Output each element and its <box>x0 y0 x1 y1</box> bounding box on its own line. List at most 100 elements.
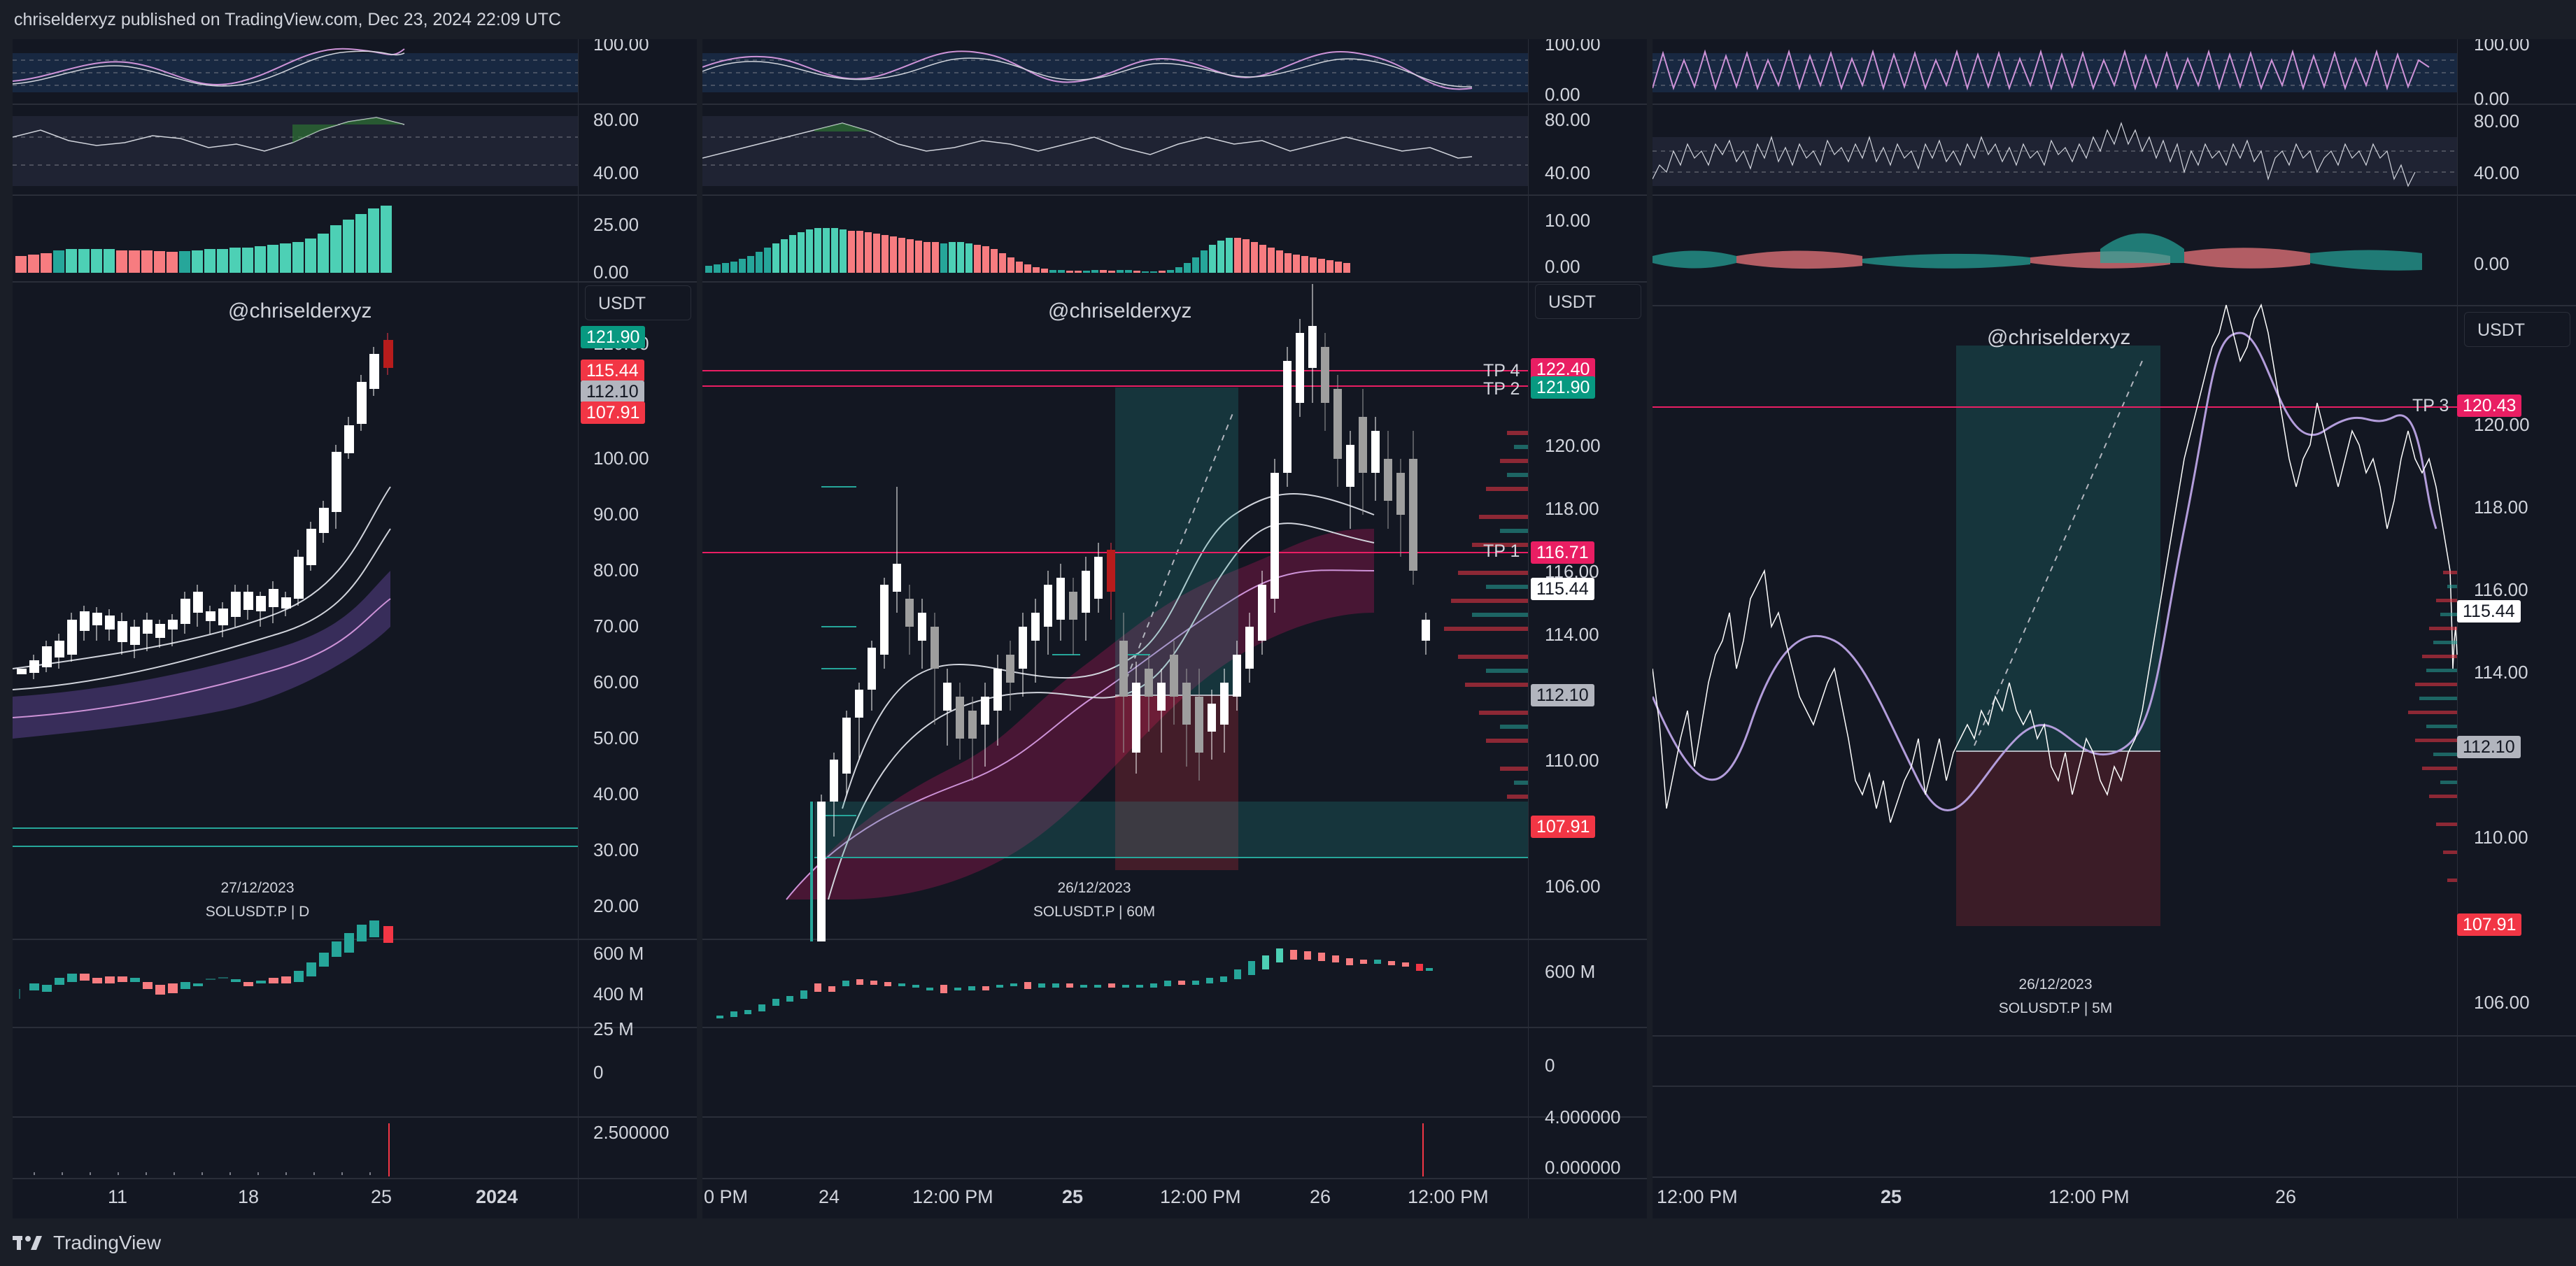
take-profit-label-tp3: TP 3 <box>2412 396 2449 415</box>
currency-selector[interactable]: USDT <box>2464 312 2570 347</box>
macd-axis-label: 0.00 <box>1545 256 1580 277</box>
chart-date: 26/12/2023 <box>1057 880 1131 896</box>
extra-axis-label: 0.000000 <box>1545 1157 1621 1178</box>
time-axis-label: 0 PM <box>704 1186 749 1207</box>
hourly-macd-histogram <box>705 228 1350 273</box>
extra-axis-label: 2.500000 <box>593 1122 670 1143</box>
price-axis-label: 90.00 <box>593 504 639 525</box>
time-axis-label: 24 <box>819 1186 840 1207</box>
hourly-volume <box>716 948 1433 1018</box>
osc1-axis-label: 100.00 <box>2474 39 2530 55</box>
osc1-axis-label: 0.00 <box>2474 88 2510 109</box>
time-axis-label: 2024 <box>476 1186 518 1207</box>
daily-chart-canvas[interactable] <box>13 39 697 1218</box>
author-watermark: @chriselderxyz <box>1987 326 2131 349</box>
extra-axis-label: 4.000000 <box>1545 1107 1621 1128</box>
price-badge: 115.44 <box>2457 600 2521 623</box>
price-badge: 107.91 <box>1531 816 1596 838</box>
daily-volume <box>19 920 393 999</box>
daily-macd-histogram <box>15 206 392 273</box>
price-axis-label: 118.00 <box>2474 497 2528 518</box>
hourly-chart-canvas[interactable] <box>702 39 1647 1218</box>
price-badge: 115.44 <box>1531 578 1594 600</box>
osc1-axis-label: 0.00 <box>1545 84 1580 105</box>
price-axis-label: 106.00 <box>1545 876 1601 897</box>
price-axis-label: 60.00 <box>593 671 639 692</box>
macd-axis-label: 0.00 <box>593 262 629 283</box>
time-axis-label: 11 <box>108 1186 128 1207</box>
price-badge: 121.90 <box>581 326 646 348</box>
five-min-chart-canvas[interactable] <box>1653 39 2576 1218</box>
chart-date: 26/12/2023 <box>2018 976 2093 993</box>
osc2-axis-label: 40.00 <box>1545 162 1591 183</box>
volume-axis-label: 400 M <box>593 983 644 1004</box>
price-axis-label: 106.00 <box>2474 992 2530 1013</box>
price-badge: 112.10 <box>2457 736 2521 758</box>
price-axis-label: 20.00 <box>593 895 639 916</box>
author-watermark: @chriselderxyz <box>228 299 372 322</box>
volume-axis-label: 600 M <box>1545 961 1596 982</box>
osc1-axis-label: 100.00 <box>593 39 649 55</box>
tradingview-logo-icon <box>13 1236 42 1250</box>
take-profit-label-tp4: TP 4 <box>1483 361 1520 380</box>
oi-axis-label: 0 <box>1545 1055 1555 1076</box>
macd-axis-label: 10.00 <box>1545 210 1591 231</box>
price-axis-label: 114.00 <box>2474 662 2528 683</box>
take-profit-label-tp2: TP 2 <box>1483 379 1520 399</box>
hourly-candles <box>817 284 1430 941</box>
footer-bar: TradingView <box>0 1220 2576 1266</box>
time-axis-label: 26 <box>1310 1186 1331 1207</box>
chart-symbol: SOLUSDT.P | 5M <box>1998 1000 2113 1016</box>
five-min-volume-profile <box>2408 571 2457 882</box>
oi-axis-label: 0 <box>593 1062 604 1083</box>
chart-date: 27/12/2023 <box>220 880 295 896</box>
take-profit-label-tp1: TP 1 <box>1483 541 1520 561</box>
chart-symbol: SOLUSDT.P | 60M <box>1033 904 1156 920</box>
osc2-axis-label: 80.00 <box>593 109 639 130</box>
price-axis-label: 50.00 <box>593 727 639 748</box>
price-axis-label: 30.00 <box>593 839 639 860</box>
time-axis-label: 25 <box>371 1186 392 1207</box>
price-axis-label: 70.00 <box>593 616 639 636</box>
price-axis-label: 120.00 <box>1545 435 1601 456</box>
osc1-axis-label: 100.00 <box>1545 39 1601 55</box>
price-badge: 120.43 <box>2457 394 2522 417</box>
time-axis-label: 25 <box>1881 1186 1902 1207</box>
price-axis-label: 110.00 <box>2474 827 2528 848</box>
price-axis-label: 116.00 <box>2474 579 2528 600</box>
oi-axis-label: 25 M <box>593 1018 634 1039</box>
chart-panel-daily[interactable]: 100.00 80.00 40.00 25.00 0.00 USDT @chri… <box>13 39 697 1218</box>
five-min-macd-histogram <box>1653 233 2422 271</box>
osc2-axis-label: 80.00 <box>1545 109 1591 130</box>
chart-panel-hourly[interactable]: 100.00 0.00 80.00 40.00 10.00 0.00 USDT … <box>702 39 1647 1218</box>
price-badge: 115.44 <box>581 360 644 382</box>
price-badge: 112.10 <box>581 380 644 403</box>
price-axis-label: 120.00 <box>2474 414 2530 435</box>
price-axis-label: 114.00 <box>1545 624 1599 645</box>
currency-selector[interactable]: USDT <box>585 285 691 320</box>
osc2-axis-label: 40.00 <box>593 162 639 183</box>
price-axis-label: 40.00 <box>593 783 639 804</box>
price-axis-label: 118.00 <box>1545 498 1599 519</box>
macd-axis-label: 25.00 <box>593 214 639 235</box>
price-axis-label: 80.00 <box>593 560 639 581</box>
chart-panel-5min[interactable]: 100.00 0.00 80.00 40.00 0.00 USDT @chris… <box>1653 39 2576 1218</box>
hourly-volume-profile-bull <box>1472 445 1528 785</box>
price-badge: 107.91 <box>2457 913 2522 936</box>
publish-header: chriselderxyz published on TradingView.c… <box>14 10 561 29</box>
osc2-axis-label: 40.00 <box>2474 162 2520 183</box>
time-axis-label: 26 <box>2275 1186 2297 1207</box>
osc2-axis-label: 80.00 <box>2474 111 2520 131</box>
author-watermark: @chriselderxyz <box>1048 299 1192 322</box>
price-axis-label: 100.00 <box>593 448 649 469</box>
footer-brand[interactable]: TradingView <box>53 1232 162 1253</box>
five-min-volume-profile-bull <box>2419 585 2457 784</box>
volume-axis-label: 600 M <box>593 943 644 964</box>
price-badge: 112.10 <box>1531 684 1594 706</box>
time-axis-label: 25 <box>1062 1186 1084 1207</box>
chart-symbol: SOLUSDT.P | D <box>205 904 310 920</box>
time-axis-label: 12:00 PM <box>1408 1186 1489 1207</box>
currency-selector[interactable]: USDT <box>1535 284 1641 319</box>
hourly-volume-profile <box>1444 431 1528 799</box>
time-axis-label: 12:00 PM <box>2048 1186 2130 1207</box>
